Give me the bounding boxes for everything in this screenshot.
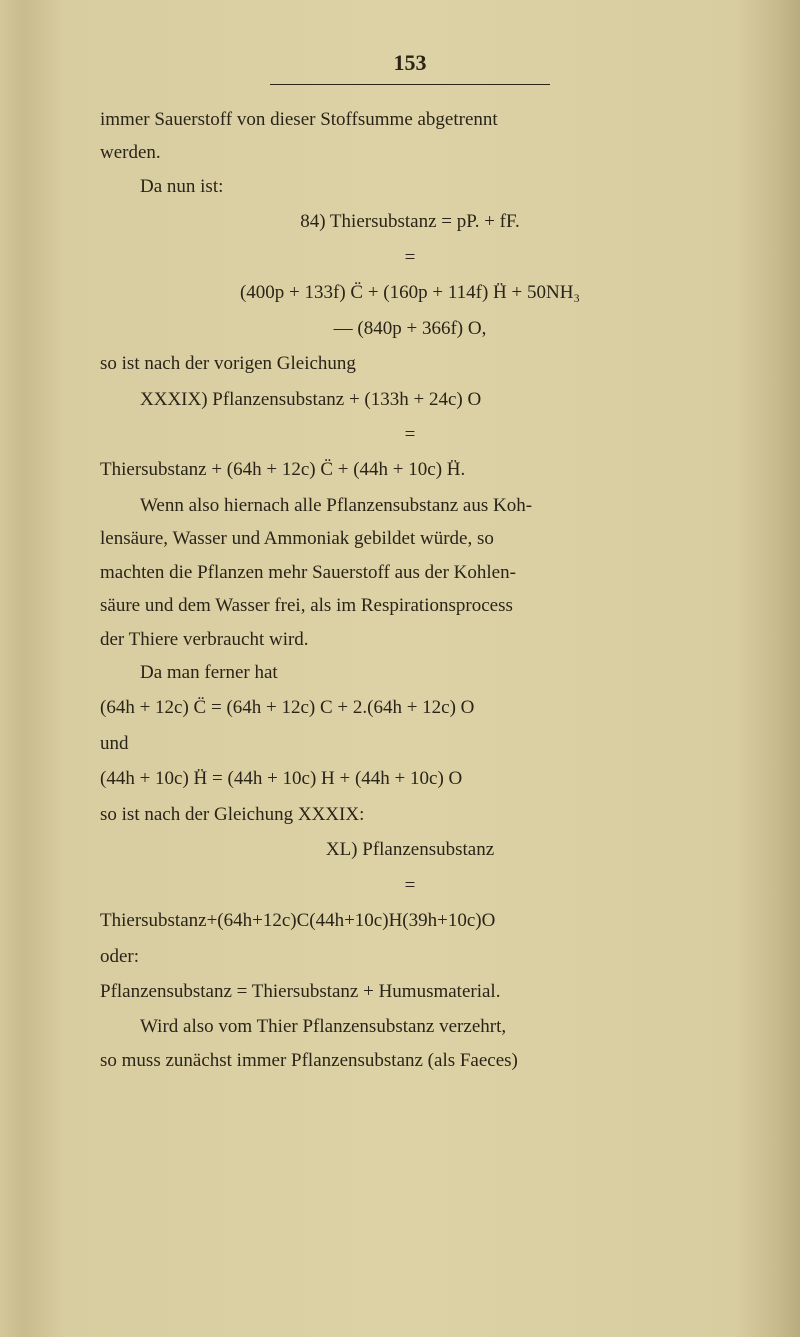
formula-line: (64h + 12c) C̈ = (64h + 12c) C + 2.(64h …	[100, 693, 720, 722]
formula-line: XXXIX) Pflanzensubstanz + (133h + 24c) O	[100, 385, 720, 414]
text-line: säure und dem Wasser frei, als im Respir…	[100, 591, 720, 620]
header-rule	[270, 84, 550, 85]
text-line: und	[100, 729, 720, 758]
formula-line: Thiersubstanz + (64h + 12c) C̈ + (44h + …	[100, 455, 720, 484]
page-content: immer Sauerstoff von dieser Stoffsumme a…	[100, 91, 720, 1075]
text-line: Da man ferner hat	[100, 658, 720, 687]
text-line: oder:	[100, 942, 720, 971]
text-line: Da nun ist:	[100, 172, 720, 201]
text-line: der Thiere verbraucht wird.	[100, 625, 720, 654]
equals-sign: =	[100, 420, 720, 449]
text-line: Wenn also hiernach alle Pflanzensubstanz…	[100, 491, 720, 520]
text-line: immer Sauerstoff von dieser Stoffsumme a…	[100, 105, 720, 134]
page-number: 153	[100, 50, 720, 76]
formula-line: — (840p + 366f) O,	[100, 314, 720, 343]
equals-sign: =	[100, 243, 720, 272]
formula-line: XL) Pflanzensubstanz	[100, 835, 720, 864]
text-line: so ist nach der Gleichung XXXIX:	[100, 800, 720, 829]
text-line: machten die Pflanzen mehr Sauerstoff aus…	[100, 558, 720, 587]
formula-line: (400p + 133f) C̈ + (160p + 114f) Ḧ + 50N…	[100, 278, 720, 307]
formula-line: Thiersubstanz+(64h+12c)C(44h+10c)H(39h+1…	[100, 906, 720, 935]
text-line: lensäure, Wasser und Ammoniak gebildet w…	[100, 524, 720, 553]
text-line: werden.	[100, 138, 720, 167]
text-line: so muss zunächst immer Pflanzensubstanz …	[100, 1046, 720, 1075]
text-line: so ist nach der vorigen Gleichung	[100, 349, 720, 378]
formula-line: 84) Thiersubstanz = pP. + fF.	[100, 207, 720, 236]
formula-line: (44h + 10c) Ḧ = (44h + 10c) H + (44h + 1…	[100, 764, 720, 793]
equals-sign: =	[100, 871, 720, 900]
text-line: Wird also vom Thier Pflanzensubstanz ver…	[100, 1012, 720, 1041]
formula-line: Pflanzensubstanz = Thiersubstanz + Humus…	[100, 977, 720, 1006]
